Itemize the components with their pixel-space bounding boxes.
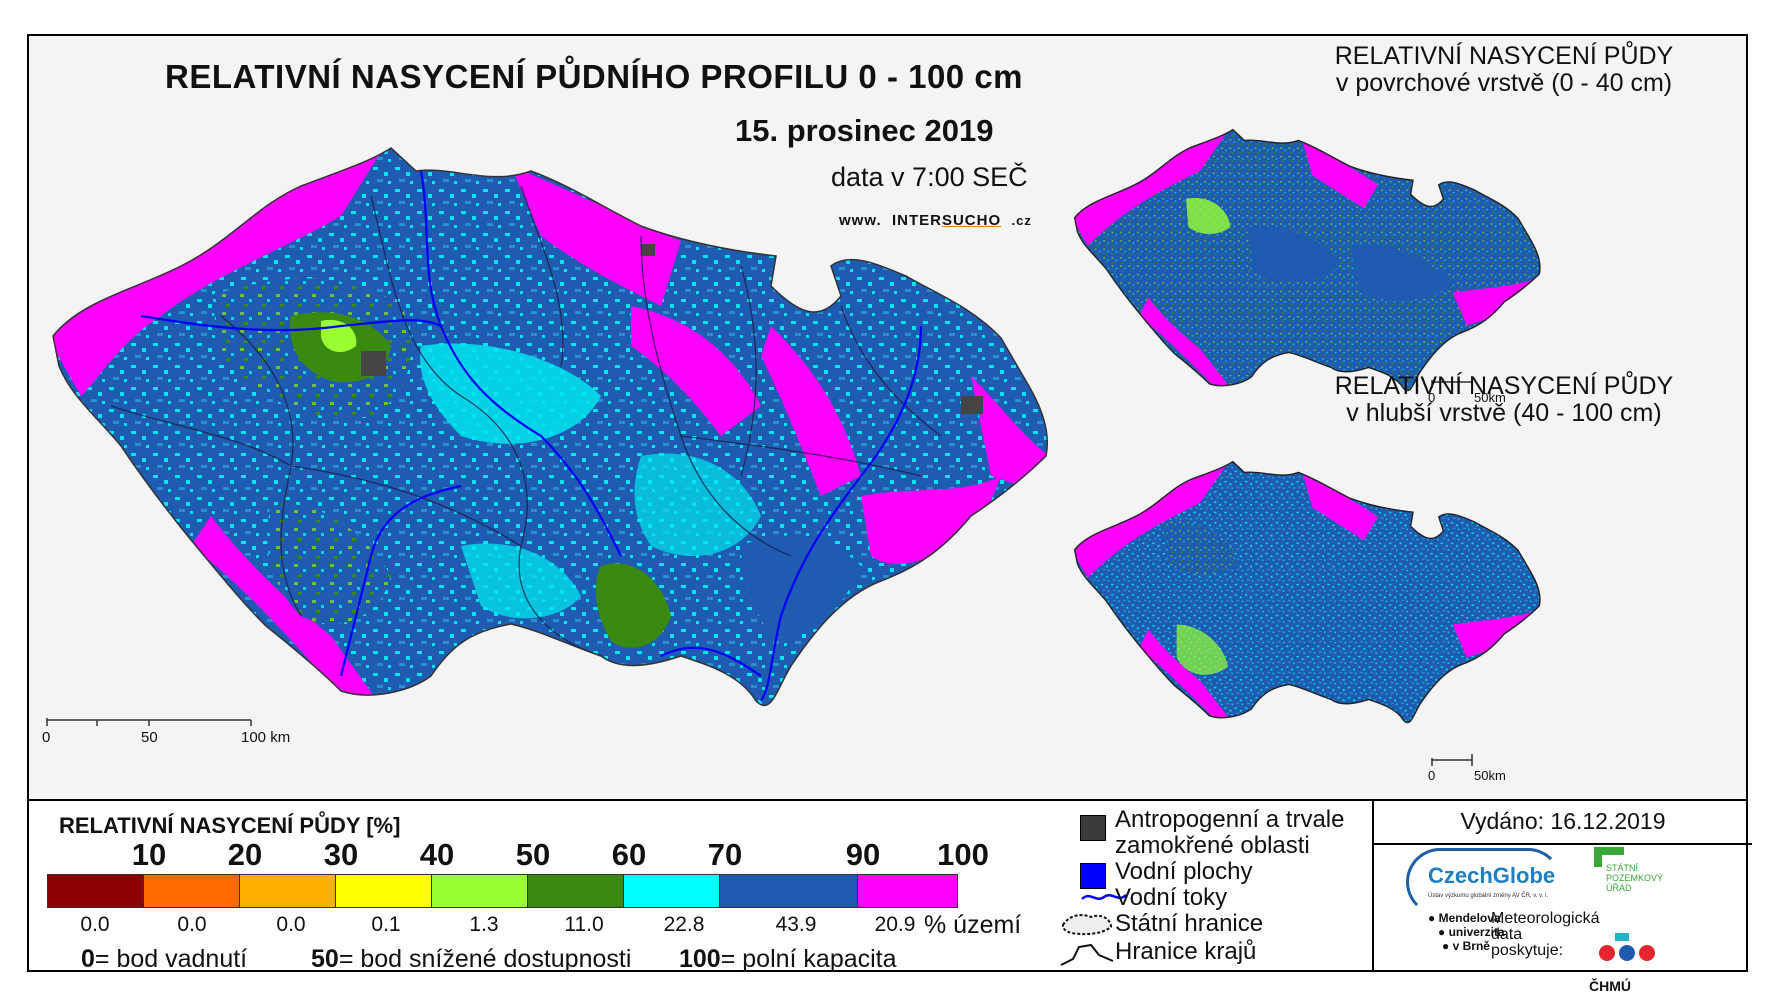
issued-date: Vydáno: 16.12.2019 bbox=[1372, 801, 1752, 845]
czechglobe-logo-text: CzechGlobe bbox=[1428, 863, 1556, 888]
data-time: data v 7:00 SEČ bbox=[831, 162, 1028, 192]
chmu-logo-text: ČHMÚ bbox=[1589, 978, 1631, 994]
legend-swatch bbox=[624, 875, 720, 907]
spu-logo bbox=[1594, 847, 1624, 867]
legend-percent: 0.0 bbox=[80, 913, 110, 936]
legend-percent: 0.0 bbox=[276, 913, 306, 936]
key-anthropogenic: Antropogenní a trvale zamokřené oblasti bbox=[1115, 806, 1345, 859]
legend-swatch bbox=[432, 875, 528, 907]
legend-percent: 20.9 bbox=[874, 913, 916, 936]
legend-color-bar bbox=[47, 874, 958, 908]
legend-break: 30 bbox=[323, 837, 359, 872]
legend-break: 50 bbox=[515, 837, 551, 872]
legend-break: 70 bbox=[707, 837, 743, 872]
meteo-credit: Meteorologická data poskytuje: bbox=[1491, 910, 1600, 959]
mendel-logo: ● Mendelova ● univerzita ● v Brně bbox=[1428, 911, 1505, 953]
water-body-swatch bbox=[1080, 863, 1106, 889]
legend-panel: RELATIVNÍ NASYCENÍ PŮDY [%] 10 20 30 40 … bbox=[29, 799, 1752, 994]
legend-break: 10 bbox=[131, 837, 167, 872]
legend-break: 90 bbox=[845, 837, 881, 872]
website-link[interactable]: www. INTERSUCHO .cz bbox=[839, 212, 1032, 229]
anthropogenic-swatch bbox=[1080, 815, 1106, 841]
legend-swatch bbox=[858, 875, 957, 907]
legend-title: RELATIVNÍ NASYCENÍ PŮDY [%] bbox=[59, 813, 401, 838]
legend-percent: 11.0 bbox=[564, 913, 604, 936]
legend-note-reduced: 50= bod snížené dostupnosti bbox=[311, 945, 632, 973]
key-state-border: Státní hranice bbox=[1115, 910, 1264, 937]
legend-percent: 0.0 bbox=[177, 913, 207, 936]
legend-break: 20 bbox=[227, 837, 263, 872]
inset-surface-title: RELATIVNÍ NASYCENÍ PŮDY v povrchové vrst… bbox=[1334, 42, 1674, 97]
legend-swatch bbox=[144, 875, 240, 907]
legend-percent: 0.1 bbox=[371, 913, 401, 936]
river-icon bbox=[1081, 894, 1127, 900]
legend-note-wilting: 0= bod vadnutí bbox=[81, 945, 248, 973]
legend-percent: 43.9 bbox=[775, 913, 817, 936]
map-title: RELATIVNÍ NASYCENÍ PŮDNÍHO PROFILU 0 - 1… bbox=[165, 58, 1024, 95]
inset-deep-title: RELATIVNÍ NASYCENÍ PŮDY v hlubší vrstvě … bbox=[1334, 372, 1674, 427]
inset-deep-map bbox=[1073, 460, 1541, 724]
logos-panel: CzechGlobe Ústav výzkumu globální změny … bbox=[1372, 843, 1752, 994]
map-frame: RELATIVNÍ NASYCENÍ PŮDNÍHO PROFILU 0 - 1… bbox=[27, 34, 1752, 994]
legend-swatch bbox=[240, 875, 336, 907]
maps-svg bbox=[46, 128, 1541, 766]
legend-swatch bbox=[336, 875, 432, 907]
chmu-logo bbox=[1599, 933, 1659, 973]
legend-percent: 1.3 bbox=[469, 913, 499, 936]
key-region-border: Hranice krajů bbox=[1115, 938, 1257, 965]
legend-swatch bbox=[720, 875, 858, 907]
legend-break: 100 bbox=[937, 837, 989, 872]
legend-break: 40 bbox=[419, 837, 455, 872]
scale-label-0: 0 bbox=[42, 729, 51, 746]
main-scale-bar bbox=[46, 718, 252, 726]
legend-swatch bbox=[528, 875, 624, 907]
key-rivers: Vodní toky bbox=[1115, 884, 1228, 911]
legend-percent: 22.8 bbox=[663, 913, 705, 936]
key-water-bodies: Vodní plochy bbox=[1115, 858, 1253, 885]
scale-label-50: 50 bbox=[141, 729, 158, 746]
spu-logo-text: STÁTNÍ POZEMKOVÝ ÚŘAD bbox=[1606, 863, 1664, 893]
inset-surface-map bbox=[1073, 128, 1541, 392]
legend-unit: % území bbox=[924, 911, 1022, 939]
region-border-icon bbox=[1060, 943, 1114, 966]
main-map bbox=[52, 147, 1049, 707]
legend-swatch bbox=[48, 875, 144, 907]
scale-label-100: 100 km bbox=[241, 729, 291, 746]
state-border-icon bbox=[1061, 914, 1113, 936]
czechglobe-logo bbox=[1406, 848, 1562, 916]
legend-break: 60 bbox=[611, 837, 647, 872]
legend-note-capacity: 100= polní kapacita bbox=[679, 945, 897, 973]
map-date: 15. prosinec 2019 bbox=[735, 113, 994, 148]
